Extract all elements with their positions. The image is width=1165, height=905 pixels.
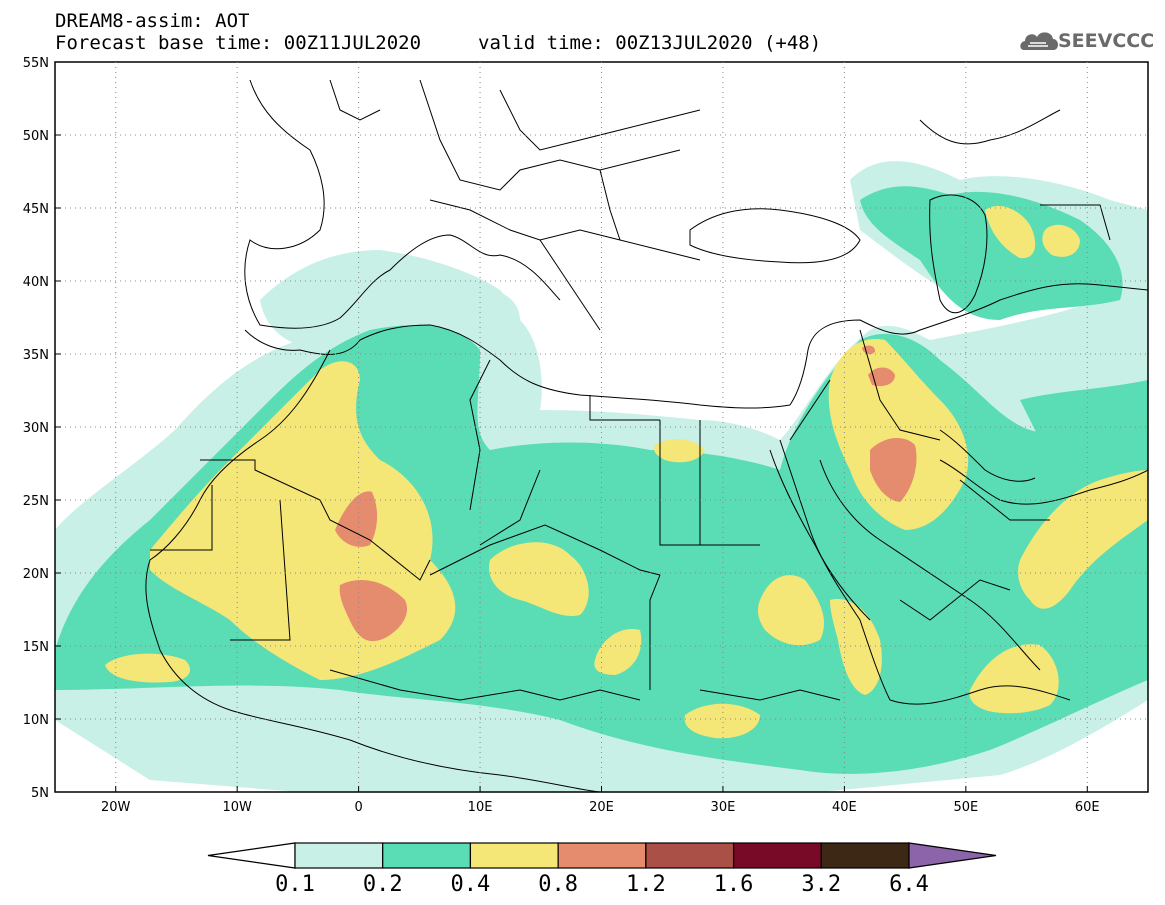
aot-band-0.4-ethiopia: [757, 575, 825, 646]
aot-band-0.4-red-sea: [830, 599, 882, 695]
lon-tick-label: 60E: [1075, 800, 1100, 815]
lon-tick-label: 20E: [589, 800, 614, 815]
lon-tick-label: 0: [354, 800, 362, 815]
lon-tick-label: 10W: [222, 800, 252, 815]
lon-tick-label: 40E: [832, 800, 857, 815]
latitude-ticks: 55N 50N 45N 40N 35N 30N 25N 20N 15N 10N 5N: [23, 56, 61, 801]
colorbar-level-label: 1.2: [626, 872, 666, 897]
colorbar-over-arrow: [908, 842, 997, 869]
lat-tick-label: 10N: [23, 713, 49, 728]
colorbar-level-label: 0.8: [538, 872, 578, 897]
aot-band-0.4-caspian-east: [1042, 224, 1080, 257]
aot-band-0.4-libya: [654, 438, 705, 463]
title-line2: Forecast base time: 00Z11JUL2020: [55, 32, 422, 54]
map-gridlines: [55, 62, 1148, 792]
aot-band-0.4-arabian-sea: [969, 644, 1059, 714]
aot-band-0.4-caspian: [985, 205, 1036, 259]
valid-time-label: valid time: 00Z13JUL2020 (+48): [478, 32, 822, 54]
lon-tick-label: 20W: [101, 800, 131, 815]
aot-band-0.4-oman: [1018, 470, 1148, 609]
lat-tick-label: 20N: [23, 567, 49, 582]
colorbar-swatch: [557, 842, 647, 869]
lat-tick-label: 30N: [23, 421, 49, 436]
aot-band-0.4-sudan: [489, 542, 589, 617]
lon-tick-label: 50E: [953, 800, 978, 815]
lon-tick-label: 30E: [711, 800, 736, 815]
lat-tick-label: 45N: [23, 202, 49, 217]
lat-tick-label: 55N: [23, 56, 49, 71]
colorbar-level-label: 0.4: [451, 872, 491, 897]
title-line1: DREAM8-assim: AOT: [55, 10, 250, 32]
aot-band-0.4-sahel-east: [684, 703, 760, 739]
colorbar-level-label: 1.6: [714, 872, 754, 897]
aot-band-0.8-mali-north: [335, 491, 378, 547]
aot-band-0.4-chad: [594, 629, 642, 675]
colorbar-level-label: 6.4: [889, 872, 929, 897]
colorbar-swatch: [469, 842, 559, 869]
colorbar-swatch: [732, 842, 822, 869]
colorbar-under-arrow: [207, 842, 296, 869]
lat-tick-label: 5N: [31, 786, 49, 801]
aot-band-0.2-gulf: [1020, 380, 1148, 470]
colorbar-swatch: [294, 842, 384, 869]
aot-band-0.8-mali-south: [339, 580, 408, 642]
colorbar-level-label: 3.2: [801, 872, 841, 897]
aot-band-0.4-senegal: [105, 653, 190, 683]
aot-band-0.4-arabia: [828, 339, 969, 530]
seevccc-logo-cloud-icon: [1020, 32, 1059, 50]
lat-tick-label: 50N: [23, 129, 49, 144]
colorbar: 0.1 0.2 0.4 0.8 1.2 1.6 3.2 6.4: [207, 842, 997, 897]
aot-band-0.8-iraq: [870, 438, 917, 502]
lat-tick-label: 25N: [23, 494, 49, 509]
lon-tick-label: 10E: [468, 800, 493, 815]
lat-tick-label: 15N: [23, 640, 49, 655]
colorbar-swatch: [382, 842, 472, 869]
colorbar-swatch: [820, 842, 910, 869]
lat-tick-label: 35N: [23, 348, 49, 363]
aot-band-0.2-caspian: [860, 186, 1123, 320]
colorbar-level-label: 0.1: [275, 872, 315, 897]
colorbar-swatch: [645, 842, 735, 869]
logo-text: SEEVCCC: [1058, 30, 1155, 52]
colorbar-level-label: 0.2: [363, 872, 403, 897]
coastlines: [145, 79, 1148, 792]
longitude-ticks: 20W 10W 0 10E 20E 30E 40E 50E 60E: [101, 786, 1100, 815]
lat-tick-label: 40N: [23, 275, 49, 290]
